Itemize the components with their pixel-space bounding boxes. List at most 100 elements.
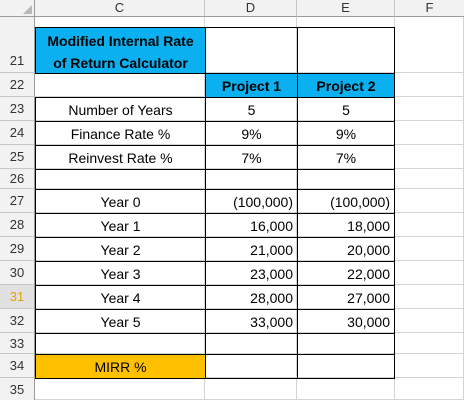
row-header-35[interactable]: 35 [0,378,35,400]
year-3-label[interactable]: Year 3 [35,261,206,286]
grid-cell[interactable] [395,145,464,169]
input-years-p2[interactable]: 5 [297,97,395,122]
grid-cell[interactable] [395,378,464,400]
input-reinvest-rate-p2[interactable]: 7% [297,145,395,170]
cell-d26[interactable] [205,169,298,190]
cell-c26[interactable] [35,169,206,190]
grid-cell[interactable] [395,17,464,73]
row-header-24[interactable]: 24 [0,121,35,145]
grid-cell[interactable] [35,97,205,121]
cell-e33[interactable] [297,333,395,355]
grid-cell[interactable] [35,237,205,261]
grid-cell[interactable] [297,378,395,400]
year-3-p2[interactable]: 22,000 [297,261,395,286]
year-1-p2[interactable]: 18,000 [297,213,395,238]
grid-cell[interactable] [35,261,205,285]
year-4-label[interactable]: Year 4 [35,285,206,310]
year-4-p2[interactable]: 27,000 [297,285,395,310]
grid-cell[interactable] [35,189,205,213]
row-header-22[interactable]: 22 [0,73,35,97]
grid-cell[interactable] [205,285,297,309]
year-2-label[interactable]: Year 2 [35,237,206,262]
year-1-p1[interactable]: 16,000 [205,213,298,238]
grid-cell[interactable] [395,121,464,145]
grid-cell[interactable] [35,285,205,309]
input-years-p1[interactable]: 5 [205,97,298,122]
grid-cell[interactable] [395,333,464,354]
year-3-p1[interactable]: 23,000 [205,261,298,286]
year-0-p1[interactable]: (100,000) [205,189,298,214]
row-header-30[interactable]: 30 [0,261,35,285]
cell-e26[interactable] [297,169,395,190]
input-label-reinvest-rate[interactable]: Reinvest Rate % [35,145,206,170]
grid-cell[interactable] [205,213,297,237]
mirr-label[interactable]: MIRR % [35,354,206,379]
year-0-label[interactable]: Year 0 [35,189,206,214]
grid-cell[interactable] [35,378,205,400]
grid-cell[interactable] [35,121,205,145]
grid-cell[interactable] [395,169,464,189]
input-finance-rate-p2[interactable]: 9% [297,121,395,146]
year-0-p2[interactable]: (100,000) [297,189,395,214]
year-1-label[interactable]: Year 1 [35,213,206,238]
calculator-title-cell[interactable]: Modified Internal Rate of Return Calcula… [35,27,206,74]
grid-cell[interactable] [395,189,464,213]
grid-cell[interactable] [35,213,205,237]
grid-cell[interactable] [395,354,464,378]
column-header-d[interactable]: D [205,0,297,17]
grid-cell[interactable] [205,17,297,73]
grid-cell[interactable] [35,333,205,354]
mirr-p2[interactable] [297,354,395,379]
cell-e21[interactable] [297,27,395,74]
grid-cell[interactable] [35,169,205,189]
grid-cell[interactable] [205,354,297,378]
row-header-29[interactable]: 29 [0,237,35,261]
cell-d21[interactable] [205,27,298,74]
row-header-31[interactable]: 31 [0,285,35,309]
year-5-label[interactable]: Year 5 [35,309,206,334]
grid-cell[interactable] [205,261,297,285]
input-label-finance-rate[interactable]: Finance Rate % [35,121,206,146]
grid-cell[interactable] [205,378,297,400]
grid-cell[interactable] [395,97,464,121]
year-4-p1[interactable]: 28,000 [205,285,298,310]
year-5-p1[interactable]: 33,000 [205,309,298,334]
row-header-27[interactable]: 27 [0,189,35,213]
grid-cell[interactable] [205,237,297,261]
grid-cell[interactable] [205,145,297,169]
grid-cell[interactable] [395,285,464,309]
grid-cell[interactable] [395,261,464,285]
grid-cell[interactable] [205,189,297,213]
row-header-25[interactable]: 25 [0,145,35,169]
grid-cell[interactable] [205,97,297,121]
grid-cell[interactable] [395,237,464,261]
row-header-34[interactable]: 34 [0,354,35,378]
grid-cell[interactable] [395,73,464,97]
input-label-years[interactable]: Number of Years [35,97,206,122]
row-header-33[interactable]: 33 [0,333,35,354]
row-header-23[interactable]: 23 [0,97,35,121]
row-header-32[interactable]: 32 [0,309,35,333]
mirr-p1[interactable] [205,354,298,379]
column-header-e[interactable]: E [297,0,395,17]
project-2-header[interactable]: Project 2 [297,73,395,98]
grid-cell[interactable] [35,309,205,333]
cell-c33[interactable] [35,333,206,355]
row-header-21[interactable]: 21 [0,17,35,73]
grid-cell[interactable] [205,333,297,354]
column-header-c[interactable]: C [35,0,205,17]
input-finance-rate-p1[interactable]: 9% [205,121,298,146]
grid-cell[interactable] [35,73,205,97]
grid-cell[interactable] [35,145,205,169]
row-header-26[interactable]: 26 [0,169,35,189]
cell-d33[interactable] [205,333,298,355]
grid-cell[interactable] [395,213,464,237]
year-2-p1[interactable]: 21,000 [205,237,298,262]
input-reinvest-rate-p1[interactable]: 7% [205,145,298,170]
project-1-header[interactable]: Project 1 [205,73,298,98]
column-header-f[interactable]: F [395,0,464,17]
row-header-28[interactable]: 28 [0,213,35,237]
grid-cell[interactable] [395,309,464,333]
year-5-p2[interactable]: 30,000 [297,309,395,334]
year-2-p2[interactable]: 20,000 [297,237,395,262]
